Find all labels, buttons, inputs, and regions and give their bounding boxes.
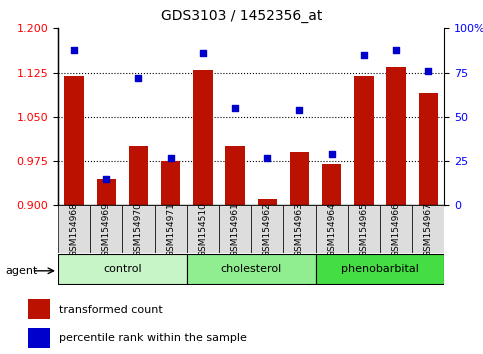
Point: [392, 47, 400, 52]
Text: GSM154961: GSM154961: [230, 202, 240, 257]
Point: [263, 155, 271, 160]
Text: control: control: [103, 264, 142, 274]
Bar: [187, 205, 219, 253]
Text: GSM154966: GSM154966: [392, 202, 400, 257]
Bar: [290, 152, 309, 205]
Bar: [155, 205, 187, 253]
Text: percentile rank within the sample: percentile rank within the sample: [59, 333, 247, 343]
Bar: [251, 205, 284, 253]
Bar: [315, 254, 444, 284]
Bar: [122, 205, 155, 253]
Text: GSM154510: GSM154510: [199, 202, 207, 257]
Bar: [348, 205, 380, 253]
Bar: [380, 205, 412, 253]
Bar: [28, 299, 50, 319]
Bar: [386, 67, 406, 205]
Bar: [257, 199, 277, 205]
Point: [425, 68, 432, 74]
Bar: [193, 70, 213, 205]
Point: [167, 155, 174, 160]
Text: GSM154971: GSM154971: [166, 202, 175, 257]
Point: [296, 107, 303, 113]
Text: GSM154964: GSM154964: [327, 202, 336, 257]
Bar: [315, 205, 348, 253]
Point: [199, 50, 207, 56]
Point: [135, 75, 142, 81]
Bar: [354, 75, 373, 205]
Bar: [412, 205, 444, 253]
Text: phenobarbital: phenobarbital: [341, 264, 419, 274]
Bar: [226, 146, 245, 205]
Point: [102, 176, 110, 182]
Bar: [322, 164, 341, 205]
Bar: [28, 328, 50, 348]
Bar: [419, 93, 438, 205]
Text: GSM154962: GSM154962: [263, 202, 272, 257]
Bar: [58, 205, 90, 253]
Point: [360, 52, 368, 58]
Bar: [161, 161, 180, 205]
Text: GSM154963: GSM154963: [295, 202, 304, 257]
Bar: [97, 179, 116, 205]
Point: [328, 151, 336, 157]
Bar: [129, 146, 148, 205]
Text: GSM154967: GSM154967: [424, 202, 433, 257]
Text: cholesterol: cholesterol: [221, 264, 282, 274]
Point: [231, 105, 239, 111]
Point: [70, 47, 78, 52]
Bar: [284, 205, 315, 253]
Text: GDS3103 / 1452356_at: GDS3103 / 1452356_at: [161, 9, 322, 23]
Text: GSM154969: GSM154969: [102, 202, 111, 257]
Bar: [58, 254, 187, 284]
Bar: [219, 205, 251, 253]
Text: GSM154970: GSM154970: [134, 202, 143, 257]
Bar: [64, 75, 84, 205]
Text: agent: agent: [6, 266, 38, 276]
Bar: [90, 205, 122, 253]
Bar: [187, 254, 315, 284]
Text: transformed count: transformed count: [59, 305, 163, 315]
Text: GSM154968: GSM154968: [70, 202, 79, 257]
Text: GSM154965: GSM154965: [359, 202, 369, 257]
